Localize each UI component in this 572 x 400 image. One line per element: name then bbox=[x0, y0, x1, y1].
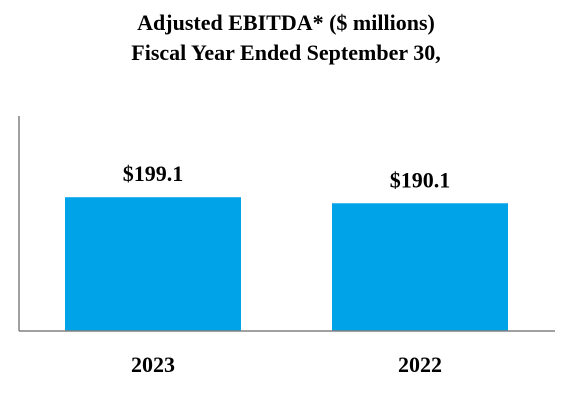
bar-2022 bbox=[332, 203, 508, 331]
x-tick-label-2023: 2023 bbox=[131, 352, 175, 377]
bar-2023 bbox=[65, 197, 241, 331]
chart-title-block: Adjusted EBITDA* ($ millions) Fiscal Yea… bbox=[0, 8, 572, 68]
x-tick-label-2022: 2022 bbox=[398, 352, 442, 377]
data-label-2023: $199.1 bbox=[123, 161, 184, 186]
chart-title: Adjusted EBITDA* ($ millions) bbox=[137, 10, 435, 35]
data-label-2022: $190.1 bbox=[390, 167, 451, 192]
chart-subtitle: Fiscal Year Ended September 30, bbox=[131, 40, 441, 65]
